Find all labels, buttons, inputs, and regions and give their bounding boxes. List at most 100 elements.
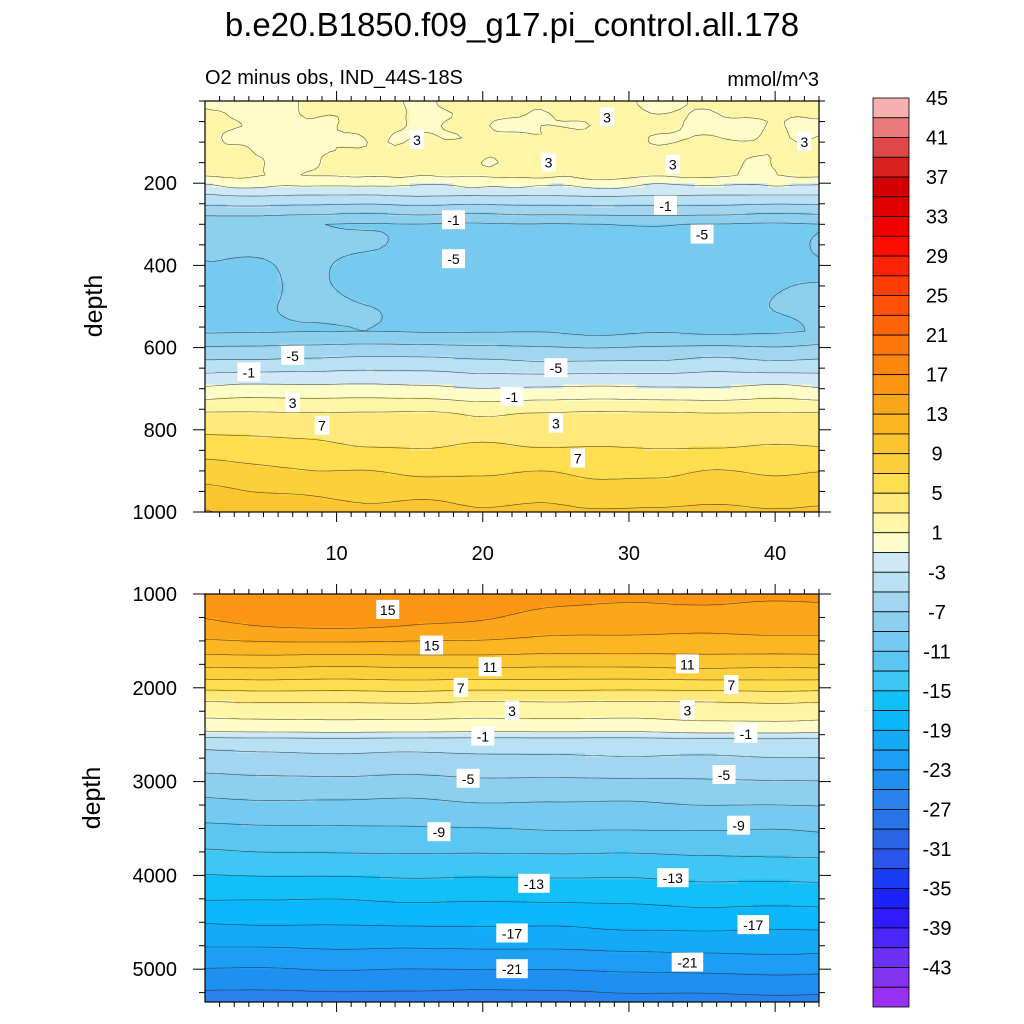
colorbar-box	[872, 295, 910, 316]
contour-label-box	[654, 195, 677, 215]
y-tick-label: 2000	[133, 678, 178, 700]
contour-label-box	[504, 701, 520, 721]
colorbar-box	[872, 473, 910, 494]
contour-label: -5	[550, 360, 563, 376]
contour-label: 3	[545, 155, 553, 171]
colorbar-label: -15	[923, 681, 952, 703]
contour-label: -5	[447, 251, 460, 267]
colorbar-box	[872, 117, 910, 138]
contour-label-box	[671, 952, 704, 972]
contour-label: 3	[603, 109, 611, 125]
contour-label: 11	[483, 659, 498, 675]
contour-label-box	[570, 448, 585, 468]
x-tick-label: 20	[472, 543, 494, 565]
colorbar-box	[872, 710, 910, 731]
contour-label-box	[471, 726, 495, 746]
colorbar-labels: -43-39-35-31-27-23-19-15-11-7-3159131721…	[923, 88, 952, 980]
colorbar-box	[872, 769, 910, 791]
contour-label-box	[724, 675, 739, 694]
colorbar-box	[872, 196, 910, 217]
colorbar-boxes	[872, 97, 910, 1008]
colorbar-box	[872, 374, 910, 395]
contour-label-box	[548, 413, 564, 433]
lower-contour-fill	[205, 594, 819, 1002]
contour-label: -5	[696, 227, 709, 243]
contour-label: 3	[289, 395, 297, 411]
upper-y-axis-title: depth	[80, 275, 108, 338]
y-tick-label: 1000	[133, 584, 178, 606]
colorbar-box	[872, 314, 910, 336]
contour-label-box	[409, 130, 425, 149]
colorbar-label: 33	[926, 207, 948, 229]
contour-label-box	[734, 723, 758, 743]
contour-label: -5	[462, 771, 475, 787]
contour-label-box	[478, 657, 502, 677]
contour-label-box	[712, 765, 736, 784]
contour-lines-path	[205, 600, 819, 996]
contour-label: -1	[477, 729, 490, 745]
lower-ticks: 1000 2000 3000 4000 5000	[133, 584, 831, 1012]
colorbar-box	[872, 334, 910, 356]
contour-label: -13	[524, 876, 544, 892]
colorbar-box	[872, 571, 910, 593]
colorbar-label: 1	[931, 523, 942, 545]
colorbar-box	[872, 927, 910, 949]
colorbar-box	[872, 394, 910, 415]
colorbar-label: 9	[931, 444, 942, 466]
colorbar-box	[872, 828, 910, 850]
colorbar-label: -11	[923, 641, 950, 663]
upper-panel: 3 3 3 3 3 -1 -1 -5 -5 -5 -5 -1 -1 3 3 7 7 10 20 30 40 200 400…	[80, 91, 831, 565]
contour-label-box	[599, 107, 615, 127]
colorbar-box	[872, 888, 910, 909]
colorbar-label: -23	[923, 760, 952, 782]
contour-label-box	[376, 599, 400, 619]
colorbar-box	[872, 413, 910, 435]
contour-label: 3	[552, 416, 560, 432]
y-tick-label: 400	[144, 255, 177, 277]
lower-contour-lines	[205, 600, 819, 996]
contour-label-box	[680, 700, 695, 720]
contour-label-box	[442, 210, 465, 230]
y-tick-label: 200	[144, 173, 177, 195]
colorbar-box	[872, 492, 910, 514]
colorbar-label: 13	[926, 404, 948, 426]
contour-label: -13	[663, 870, 683, 886]
contour-label-box	[496, 959, 528, 979]
contour-label-box	[657, 868, 689, 888]
y-tick-label: 800	[144, 420, 177, 442]
contour-label-box	[442, 249, 465, 269]
contour-lines-path	[205, 101, 819, 512]
colorbar-box	[872, 97, 910, 119]
contour-label: 7	[727, 677, 735, 693]
contour-label: 3	[413, 132, 421, 148]
contour-label: -21	[677, 955, 697, 971]
contour-label-box	[285, 393, 300, 413]
y-tick-label: 5000	[133, 959, 178, 981]
contour-label: -5	[718, 767, 731, 783]
colorbar-box	[872, 216, 910, 237]
contour-label: -9	[732, 818, 745, 834]
colorbar-label: 21	[926, 325, 948, 347]
contour-label: 3	[684, 702, 692, 718]
colorbar-box	[872, 611, 910, 632]
colorbar-box	[872, 354, 910, 376]
colorbar-box	[872, 868, 910, 889]
colorbar-label: 25	[926, 286, 948, 308]
contour-label: 7	[318, 418, 326, 434]
colorbar-box	[872, 137, 910, 158]
contour-label: -17	[743, 917, 763, 933]
colorbar-label: 41	[926, 128, 948, 150]
x-tick-label: 10	[325, 543, 347, 565]
contour-label: 3	[669, 157, 677, 173]
y-tick-label: 600	[144, 338, 177, 360]
y-tick-label: 4000	[133, 865, 178, 887]
colorbar-box	[872, 749, 910, 771]
y-tick-label: 3000	[133, 772, 178, 794]
colorbar-label: 45	[926, 88, 948, 110]
colorbar-label: -39	[923, 918, 952, 940]
contour-label-box	[453, 677, 469, 697]
contour-label-box	[281, 345, 305, 365]
colorbar-label: -27	[923, 799, 952, 821]
colorbar-box	[872, 808, 910, 830]
colorbar-box	[872, 690, 910, 711]
